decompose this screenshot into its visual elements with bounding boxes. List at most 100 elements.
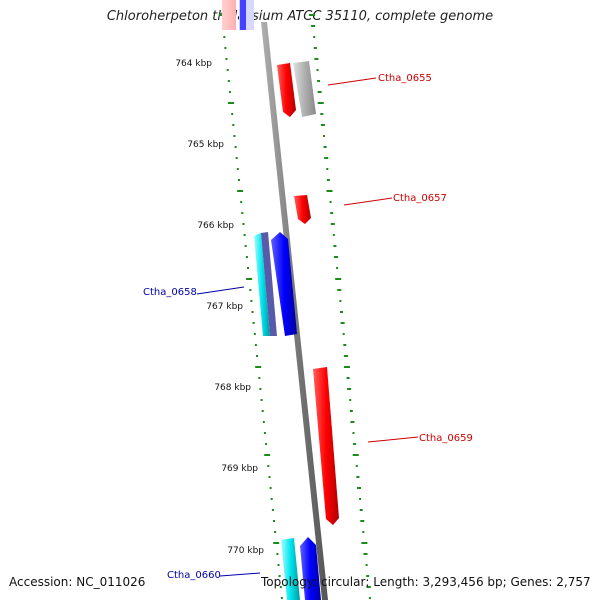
gc-dot <box>252 322 255 324</box>
gc-dot <box>235 157 238 159</box>
gc-dot <box>232 124 235 126</box>
tick-label-768: 768 kbp <box>214 383 251 393</box>
gc-dot <box>247 267 249 269</box>
gc-dot <box>324 157 329 159</box>
gene-ctha-0659[interactable] <box>313 367 339 525</box>
gc-dot <box>316 69 319 71</box>
leader-ctha-0657 <box>343 197 393 206</box>
gc-dot <box>366 586 371 588</box>
gc-dot <box>355 465 358 467</box>
gene-label-ctha-0658[interactable]: Ctha_0658 <box>143 287 197 298</box>
gc-dot <box>225 58 228 60</box>
gc-dot <box>349 399 352 401</box>
gene-faded-highlight <box>246 0 254 30</box>
gene-ctha-0660b[interactable] <box>300 537 321 600</box>
gc-dot <box>264 454 271 456</box>
gc-dot <box>228 91 231 93</box>
gc-dot <box>311 25 316 27</box>
gc-dot <box>313 36 316 38</box>
gc-dot <box>340 311 343 313</box>
gc-dot <box>237 190 244 192</box>
gc-dot <box>333 245 337 247</box>
gene-label-ctha-0660[interactable]: Ctha_0660 <box>167 570 221 581</box>
gc-dot <box>261 410 264 412</box>
gc-dot <box>244 245 247 247</box>
gene-label-ctha-0655[interactable]: Ctha_0655 <box>378 73 432 84</box>
gc-dot <box>277 564 280 566</box>
gc-dot <box>343 355 348 357</box>
gc-dot <box>253 333 256 335</box>
gc-dot <box>250 300 253 302</box>
gc-dot <box>314 58 319 60</box>
gc-dot <box>276 553 279 555</box>
gc-dot <box>273 520 275 522</box>
gene-ctha-0658[interactable] <box>254 233 270 336</box>
gc-dot <box>343 344 347 346</box>
tick-label-767: 767 kbp <box>206 302 243 312</box>
gene-label-ctha-0657[interactable]: Ctha_0657 <box>393 193 447 204</box>
gc-dot <box>251 311 254 313</box>
gc-dot <box>241 212 244 214</box>
gc-dot <box>313 47 317 49</box>
gc-dot <box>359 509 363 511</box>
gc-dot <box>271 509 274 511</box>
gc-dot <box>359 498 362 500</box>
gc-dot <box>249 289 252 291</box>
topology-text: Topology: circular; Length: 3,293,456 bp… <box>261 575 591 589</box>
gc-dot <box>342 333 345 335</box>
gc-dot <box>228 102 234 104</box>
gc-content-track-right <box>309 14 371 599</box>
gc-dot <box>353 443 357 445</box>
leader-ctha-0660 <box>219 572 261 577</box>
gene-ctha-0655[interactable] <box>277 63 296 117</box>
gc-dot <box>274 531 277 533</box>
gc-dot <box>243 234 246 236</box>
gc-dot <box>317 102 324 104</box>
gc-dot <box>330 212 334 214</box>
tick-label-769: 769 kbp <box>221 464 258 474</box>
gc-dot <box>362 531 365 533</box>
gc-dot <box>227 80 230 82</box>
gene-ctha-0656[interactable] <box>293 61 316 117</box>
gc-dot <box>330 223 335 225</box>
gc-dot <box>326 168 329 170</box>
gc-dot <box>368 597 371 599</box>
gc-dot <box>326 190 333 192</box>
gc-dot <box>280 597 283 599</box>
gc-dot <box>224 47 227 49</box>
gc-dot <box>346 377 350 379</box>
gene-ctha-0657[interactable] <box>294 195 311 224</box>
gc-dot <box>309 14 315 16</box>
gene-ctha-0658c[interactable] <box>271 232 297 336</box>
gene-label-ctha-0659[interactable]: Ctha_0659 <box>419 433 473 444</box>
gc-dot <box>265 443 268 445</box>
gene-ctha-0658b[interactable] <box>261 232 277 336</box>
gc-dot <box>238 179 240 181</box>
gc-dot <box>360 520 365 522</box>
gc-dot <box>320 113 324 115</box>
gc-dot <box>273 542 280 544</box>
gc-dot <box>267 465 270 467</box>
tick-label-766: 766 kbp <box>197 221 234 231</box>
gene-label-lines <box>196 77 419 577</box>
leader-ctha-0655 <box>327 77 377 86</box>
gc-dot <box>236 168 239 170</box>
gc-dot <box>339 300 342 302</box>
gc-dot <box>245 256 248 258</box>
gc-dot <box>350 421 355 423</box>
gc-dot <box>337 289 342 291</box>
gc-dot <box>270 498 273 500</box>
gc-dot <box>268 476 271 478</box>
gene-ctha-0660[interactable] <box>281 538 300 600</box>
gc-dot <box>357 487 361 489</box>
genome-title: Chloroherpeton thalassium ATCC 35110, co… <box>106 9 494 24</box>
gc-dot <box>226 69 229 71</box>
gc-dot <box>259 388 262 390</box>
gc-dot <box>255 366 262 368</box>
gc-dot <box>329 201 332 203</box>
gc-dot <box>279 586 282 588</box>
gc-dot <box>332 234 335 236</box>
gc-dot <box>258 377 261 379</box>
